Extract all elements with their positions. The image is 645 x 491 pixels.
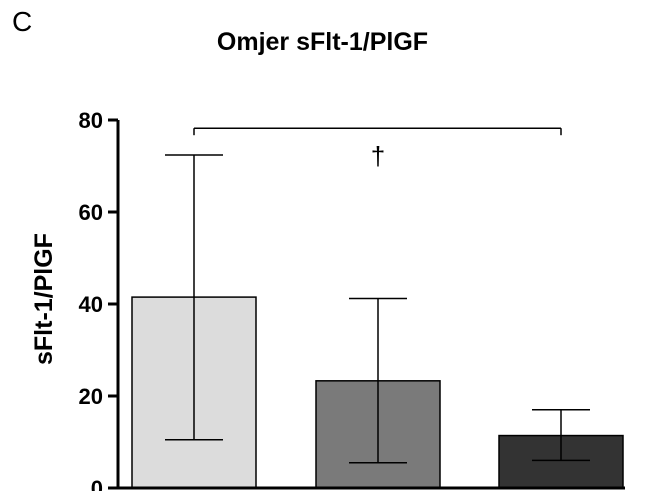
y-tick-label-80: 80 [79,108,103,133]
panel-letter: C [12,6,33,37]
y-tick-label-40: 40 [79,292,103,317]
y-tick-label-20: 20 [79,384,103,409]
chart-title: Omjer sFlt-1/PlGF [216,28,429,56]
y-tick-label-0: 0 [91,476,103,491]
y-tick-label-60: 60 [79,200,103,225]
significance-marker: † [371,141,385,171]
